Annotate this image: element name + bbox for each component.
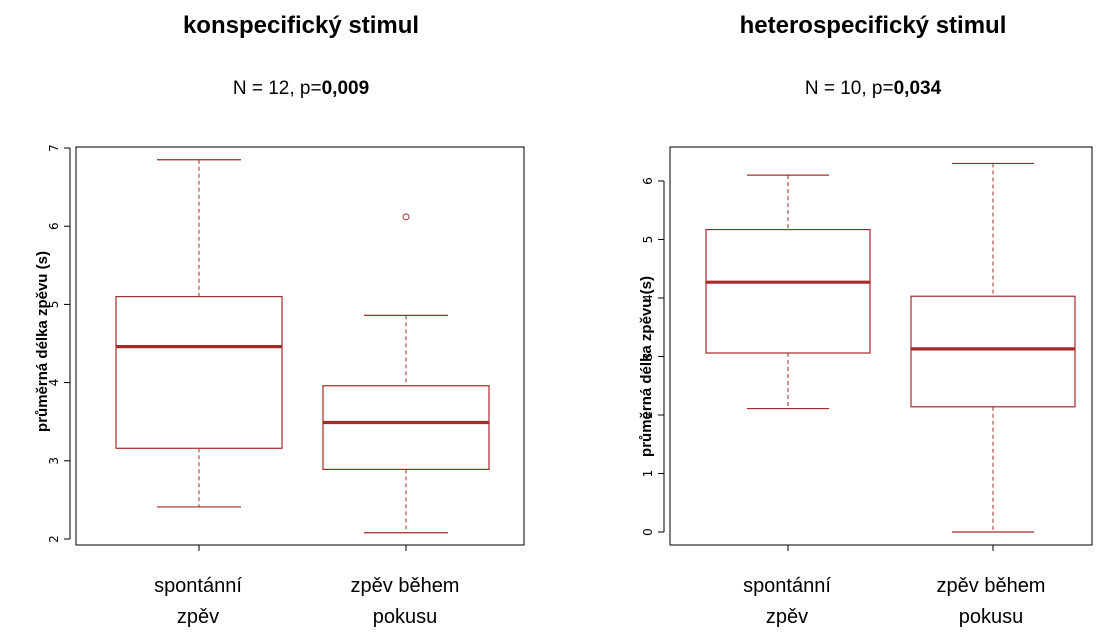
right-y-tick-label: 5 (641, 236, 655, 244)
left-category-2-line2: pokusu (372, 606, 438, 628)
left-subtitle-prefix: N = 12, p= (232, 78, 322, 99)
left-category-2-label: zpěv během pokusu (305, 571, 505, 633)
right-y-axis-label: průměrná délka zpěvu (s) (638, 276, 655, 457)
right-chart-group: 0 1 2 3 4 5 6 průměrná délka zpěvu (s) (638, 146, 1093, 551)
left-box-2 (322, 385, 490, 471)
right-category-2-line1: zpěv během (936, 575, 1046, 597)
left-category-2-line1: zpěv během (350, 575, 460, 597)
right-y-tick-label: 3 (641, 353, 655, 361)
left-chart-subtitle: N = 12, p=0,009 (111, 78, 491, 100)
right-y-tick-label: 1 (641, 470, 655, 478)
left-y-axis-label: průměrná délka zpěvu (s) (34, 251, 51, 432)
right-category-1-line1: spontánní (743, 575, 831, 597)
left-category-1-label: spontánní zpěv (98, 571, 298, 633)
right-category-2-label: zpěv během pokusu (891, 571, 1091, 633)
left-subtitle-p-value: 0,009 (321, 78, 370, 99)
right-y-tick-label: 6 (641, 177, 655, 185)
right-category-2-line2: pokusu (958, 606, 1024, 628)
right-plot-frame (669, 146, 1093, 546)
left-category-1-line2: zpěv (176, 606, 220, 628)
left-box-1 (115, 295, 283, 449)
right-box-2 (910, 295, 1076, 408)
right-subtitle-prefix: N = 10, p= (804, 78, 894, 99)
left-chart-title: konspecifický stimul (182, 12, 420, 39)
left-y-tick-label: 6 (47, 222, 61, 230)
left-y-tick-label: 5 (47, 301, 61, 309)
right-y-tick-label: 0 (641, 528, 655, 536)
right-y-tick-label: 2 (641, 411, 655, 419)
left-y-tick-label: 2 (47, 535, 61, 543)
left-category-1-line1: spontánní (154, 575, 242, 597)
right-chart-subtitle: N = 10, p=0,034 (683, 78, 1063, 100)
left-chart-group: 2 3 4 5 6 7 průměrná délka zpěvu (s) (34, 144, 525, 551)
left-plot-frame (75, 146, 525, 546)
right-y-tick-label: 4 (641, 294, 655, 302)
right-chart-title: heterospecifický stimul (739, 12, 1007, 39)
right-subtitle-p-value: 0,034 (893, 78, 942, 99)
left-box-2-outlier (402, 213, 410, 221)
left-y-tick-label: 4 (47, 379, 61, 387)
left-y-tick-label: 7 (47, 144, 61, 152)
right-category-1-line2: zpěv (765, 606, 809, 628)
left-y-tick-label: 3 (47, 457, 61, 465)
right-box-1 (705, 228, 871, 354)
right-category-1-label: spontánní zpěv (687, 571, 887, 633)
